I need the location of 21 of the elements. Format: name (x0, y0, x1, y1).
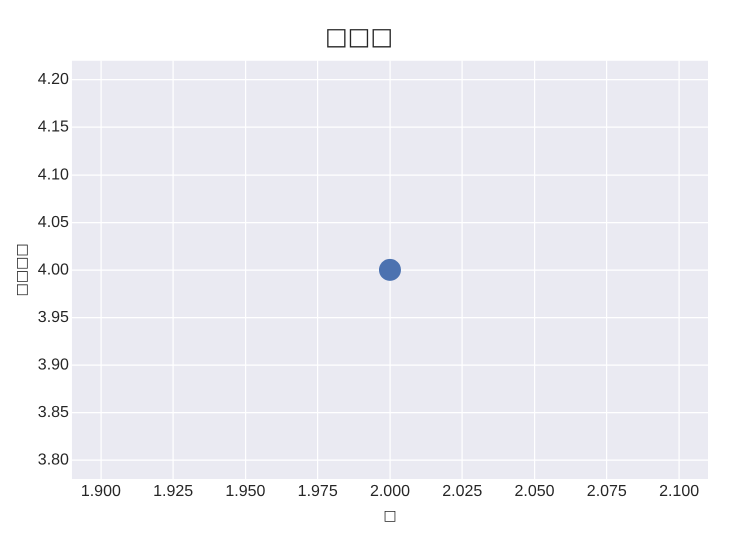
x-axis-title: □ (383, 508, 397, 524)
y-tick-label: 4.00 (38, 261, 70, 278)
x-tick-label: 2.000 (370, 483, 410, 500)
y-axis-title: □□□□ (14, 243, 30, 296)
y-tick-label: 4.10 (38, 166, 70, 184)
x-tick-label: 2.100 (659, 483, 700, 500)
x-tick-label: 1.900 (80, 483, 121, 500)
chart-title: □□□ (324, 22, 394, 51)
y-tick-label: 4.05 (38, 214, 70, 231)
x-tick-label: 1.925 (153, 483, 194, 500)
x-tick-label: 1.950 (225, 483, 266, 500)
y-tick-label: 4.20 (38, 71, 70, 88)
y-tick-label: 3.90 (38, 356, 70, 374)
x-tick-label: 2.025 (442, 483, 482, 500)
y-tick-label: 4.15 (38, 118, 70, 136)
x-tick-label: 2.050 (514, 483, 555, 500)
y-tick-label: 3.95 (38, 308, 70, 326)
x-tick-label: 2.075 (586, 483, 627, 500)
y-tick-label: 3.85 (38, 404, 70, 421)
x-tick-label: 1.975 (298, 483, 338, 500)
y-tick-label: 3.80 (38, 451, 70, 468)
